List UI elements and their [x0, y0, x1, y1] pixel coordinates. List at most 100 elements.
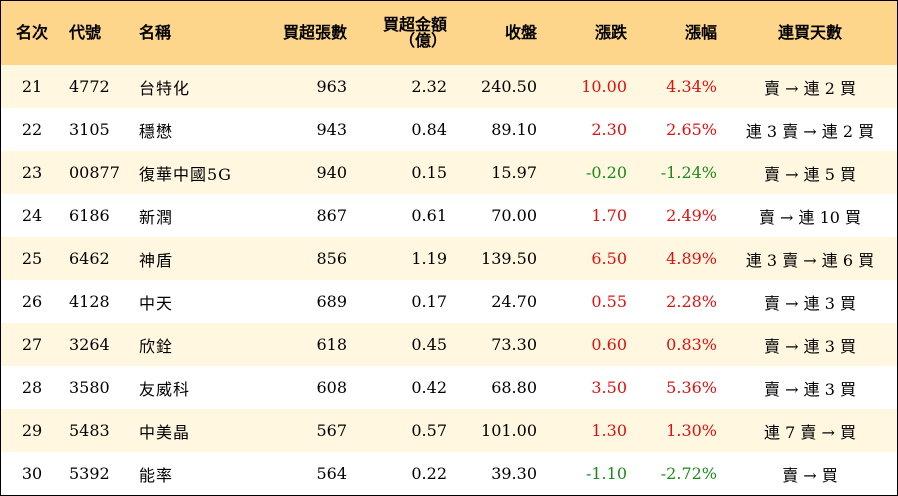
net-buy-lots-cell: 618: [265, 323, 353, 366]
header-code: 代號: [63, 1, 133, 65]
change-pct-cell: 4.34%: [633, 65, 723, 108]
name-cell: 友威科: [133, 366, 265, 409]
close-price-cell: 139.50: [453, 237, 543, 280]
table-row: 27 3264 欣銓 618 0.45 73.30 0.60 0.83% 賣 → 連 3 買: [1, 323, 897, 366]
change-pct-cell: 2.65%: [633, 108, 723, 151]
header-change-pct: 漲幅: [633, 1, 723, 65]
close-price-cell: 24.70: [453, 280, 543, 323]
rank-cell: 29: [1, 409, 63, 452]
change-pct-cell: 5.36%: [633, 366, 723, 409]
table-row: 26 4128 中天 689 0.17 24.70 0.55 2.28% 賣 → 連 3 買: [1, 280, 897, 323]
code-cell: 5392: [63, 452, 133, 495]
rank-cell: 24: [1, 194, 63, 237]
header-net-buy-lots: 買超張數: [265, 1, 353, 65]
close-price-cell: 68.80: [453, 366, 543, 409]
header-net-buy-amount-unit: （億）: [398, 31, 447, 50]
streak-cell: 賣 → 連 3 買: [723, 366, 897, 409]
net-buy-amount-cell: 1.19: [353, 237, 453, 280]
net-buy-amount-cell: 0.57: [353, 409, 453, 452]
code-cell: 6186: [63, 194, 133, 237]
table-row: 28 3580 友威科 608 0.42 68.80 3.50 5.36% 賣 → 連 3 買: [1, 366, 897, 409]
streak-cell: 連 3 賣 → 連 2 買: [723, 108, 897, 151]
table-row: 24 6186 新潤 867 0.61 70.00 1.70 2.49% 賣 → 連 10 買: [1, 194, 897, 237]
net-buy-lots-cell: 867: [265, 194, 353, 237]
name-cell: 新潤: [133, 194, 265, 237]
code-cell: 00877: [63, 151, 133, 194]
table-row: 23 00877 復華中國5G 940 0.15 15.97 -0.20 -1.24% 賣 → …: [1, 151, 897, 194]
change-cell: 10.00: [543, 65, 633, 108]
net-buy-amount-cell: 0.61: [353, 194, 453, 237]
change-cell: 1.30: [543, 409, 633, 452]
net-buy-lots-cell: 940: [265, 151, 353, 194]
rank-cell: 30: [1, 452, 63, 495]
rank-cell: 28: [1, 366, 63, 409]
net-buy-lots-cell: 567: [265, 409, 353, 452]
net-buy-lots-cell: 608: [265, 366, 353, 409]
change-pct-cell: -2.72%: [633, 452, 723, 495]
header-name: 名稱: [133, 1, 265, 65]
net-buy-lots-cell: 689: [265, 280, 353, 323]
close-price-cell: 15.97: [453, 151, 543, 194]
streak-cell: 賣 → 連 3 買: [723, 280, 897, 323]
name-cell: 穩懋: [133, 108, 265, 151]
streak-cell: 連 3 賣 → 連 6 買: [723, 237, 897, 280]
name-cell: 欣銓: [133, 323, 265, 366]
header-close: 收盤: [453, 1, 543, 65]
header-net-buy-amount: 買超金額 （億）: [353, 1, 453, 65]
change-pct-cell: 1.30%: [633, 409, 723, 452]
close-price-cell: 240.50: [453, 65, 543, 108]
rank-cell: 21: [1, 65, 63, 108]
net-buy-amount-cell: 0.22: [353, 452, 453, 495]
close-price-cell: 73.30: [453, 323, 543, 366]
net-buy-amount-cell: 0.84: [353, 108, 453, 151]
code-cell: 4128: [63, 280, 133, 323]
close-price-cell: 39.30: [453, 452, 543, 495]
change-cell: 1.70: [543, 194, 633, 237]
table-row: 30 5392 能率 564 0.22 39.30 -1.10 -2.72% 賣 → 買: [1, 452, 897, 495]
net-buy-amount-cell: 0.17: [353, 280, 453, 323]
code-cell: 4772: [63, 65, 133, 108]
change-cell: 3.50: [543, 366, 633, 409]
change-pct-cell: -1.24%: [633, 151, 723, 194]
name-cell: 台特化: [133, 65, 265, 108]
table-row: 25 6462 神盾 856 1.19 139.50 6.50 4.89% 連 3 賣 → 連 …: [1, 237, 897, 280]
rank-cell: 27: [1, 323, 63, 366]
change-cell: -0.20: [543, 151, 633, 194]
header-streak: 連買天數: [723, 1, 897, 65]
name-cell: 能率: [133, 452, 265, 495]
streak-cell: 賣 → 買: [723, 452, 897, 495]
change-cell: 0.55: [543, 280, 633, 323]
change-cell: 6.50: [543, 237, 633, 280]
rank-cell: 22: [1, 108, 63, 151]
net-buy-amount-cell: 0.42: [353, 366, 453, 409]
close-price-cell: 70.00: [453, 194, 543, 237]
name-cell: 神盾: [133, 237, 265, 280]
change-pct-cell: 2.49%: [633, 194, 723, 237]
name-cell: 復華中國5G: [133, 151, 265, 194]
net-buy-lots-cell: 963: [265, 65, 353, 108]
streak-cell: 賣 → 連 3 買: [723, 323, 897, 366]
code-cell: 5483: [63, 409, 133, 452]
net-buy-amount-cell: 2.32: [353, 65, 453, 108]
table-row: 22 3105 穩懋 943 0.84 89.10 2.30 2.65% 連 3 賣 → 連 2…: [1, 108, 897, 151]
name-cell: 中天: [133, 280, 265, 323]
change-cell: 0.60: [543, 323, 633, 366]
streak-cell: 賣 → 連 10 買: [723, 194, 897, 237]
change-pct-cell: 0.83%: [633, 323, 723, 366]
code-cell: 3264: [63, 323, 133, 366]
header-change: 漲跌: [543, 1, 633, 65]
change-pct-cell: 2.28%: [633, 280, 723, 323]
code-cell: 3105: [63, 108, 133, 151]
table-row: 21 4772 台特化 963 2.32 240.50 10.00 4.34% 賣 → 連 2 …: [1, 65, 897, 108]
rank-cell: 25: [1, 237, 63, 280]
net-buy-lots-cell: 856: [265, 237, 353, 280]
rank-cell: 23: [1, 151, 63, 194]
close-price-cell: 89.10: [453, 108, 543, 151]
change-cell: 2.30: [543, 108, 633, 151]
header-rank: 名次: [1, 1, 63, 65]
header-row: 名次 代號 名稱 買超張數 買超金額 （億） 收盤 漲跌 漲幅 連買天數: [1, 1, 897, 65]
net-buy-lots-cell: 943: [265, 108, 353, 151]
name-cell: 中美晶: [133, 409, 265, 452]
net-buy-lots-cell: 564: [265, 452, 353, 495]
